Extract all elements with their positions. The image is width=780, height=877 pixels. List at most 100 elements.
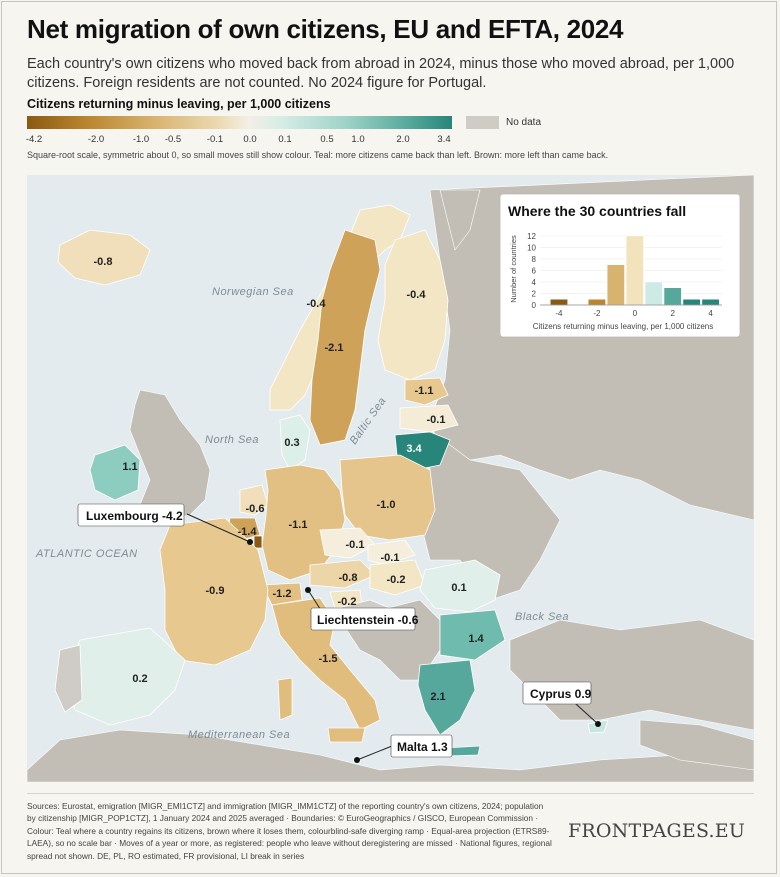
legend-tick: -4.2 bbox=[25, 134, 43, 145]
country-poland bbox=[339, 454, 436, 541]
country-latvia bbox=[399, 404, 459, 433]
country-iceland bbox=[57, 229, 151, 286]
histogram-y-tick: 10 bbox=[527, 243, 536, 252]
histogram-x-tick: -4 bbox=[555, 309, 563, 318]
country-netherlands bbox=[239, 484, 269, 516]
histogram-bar bbox=[606, 264, 625, 306]
legend-tick: -0.1 bbox=[206, 134, 224, 145]
histogram-bar bbox=[550, 298, 568, 306]
country-france bbox=[159, 517, 269, 666]
callout-dot-luxembourg bbox=[247, 539, 253, 545]
histogram-bar bbox=[644, 281, 663, 306]
histogram-x-tick: 4 bbox=[708, 309, 713, 318]
value-label-bulgaria: 1.4 bbox=[468, 633, 484, 645]
legend-tick: -0.5 bbox=[164, 134, 182, 145]
country-bulgaria bbox=[439, 609, 506, 661]
value-label-czechia: -0.1 bbox=[346, 539, 365, 551]
country-sicily bbox=[327, 727, 366, 743]
histogram-y-tick: 6 bbox=[532, 266, 537, 275]
callout-label-malta: Malta 1.3 bbox=[397, 740, 448, 754]
histogram-x-tick: 2 bbox=[670, 309, 675, 318]
legend-tick: 0.5 bbox=[320, 134, 334, 145]
sea-label: Norwegian Sea bbox=[212, 286, 294, 298]
land-africa bbox=[27, 729, 754, 782]
callout-dot-cyprus bbox=[595, 721, 601, 727]
callout-label-cyprus: Cyprus 0.9 bbox=[530, 687, 592, 701]
value-label-greece: 2.1 bbox=[430, 691, 445, 703]
callout-box-cyprus bbox=[522, 681, 592, 705]
value-label-france: -0.9 bbox=[206, 585, 225, 597]
callout-box-malta bbox=[390, 734, 453, 758]
country-sweden bbox=[309, 229, 381, 446]
callout-leader-malta bbox=[356, 745, 393, 761]
histogram-bar bbox=[587, 298, 606, 306]
country-romania bbox=[419, 559, 501, 613]
inset-title: Where the 30 countries fall bbox=[508, 203, 686, 219]
country-luxembourg bbox=[253, 535, 263, 549]
country-hungary bbox=[369, 559, 426, 596]
value-label-spain: 0.2 bbox=[132, 673, 147, 685]
sea-label: Black Sea bbox=[515, 611, 569, 623]
histogram-plot: 0 2 4 6 8 10 12 -4 -2 0 2 4 Number of countries Citiz… bbox=[509, 232, 722, 331]
value-label-finland: -0.4 bbox=[407, 289, 427, 301]
histogram-bar bbox=[701, 298, 720, 306]
callout-dot-liechtenstein bbox=[305, 587, 311, 593]
value-label-poland: -1.0 bbox=[377, 499, 396, 511]
sea-label: North Sea bbox=[205, 434, 259, 446]
legend-nodata-label: No data bbox=[506, 117, 542, 128]
country-portugal bbox=[54, 644, 83, 713]
legend-tick: 0.1 bbox=[278, 134, 292, 145]
value-label-switzerland: -1.2 bbox=[273, 588, 292, 600]
country-austria bbox=[309, 559, 376, 589]
callout-label-liechtenstein: Liechtenstein -0.6 bbox=[317, 613, 419, 627]
legend-tick: 1.0 bbox=[351, 134, 365, 145]
sea-label: Mediterranean Sea bbox=[188, 729, 290, 741]
value-label-slovakia: -0.1 bbox=[381, 552, 400, 564]
value-label-slovenia: -0.2 bbox=[338, 596, 357, 608]
value-label-estonia: -1.1 bbox=[415, 385, 434, 397]
legend-note: Square-root scale, symmetric about 0, so… bbox=[27, 150, 609, 160]
page-title: Net migration of own citizens, EU and EF… bbox=[27, 14, 624, 44]
legend-tick: -2.0 bbox=[87, 134, 105, 145]
country-ireland bbox=[89, 444, 141, 501]
histogram-y-label: Number of countries bbox=[509, 235, 518, 303]
histogram-bar bbox=[682, 298, 701, 306]
country-czechia bbox=[319, 527, 376, 559]
brand-logo: FRONTPAGES.EU bbox=[568, 820, 746, 842]
value-label-lithuania: 3.4 bbox=[406, 443, 422, 455]
legend-color-ramp bbox=[27, 116, 452, 129]
histogram-x-tick: -2 bbox=[593, 309, 601, 318]
value-label-germany: -1.1 bbox=[289, 519, 308, 531]
histogram-bar bbox=[663, 287, 682, 306]
country-sardinia bbox=[277, 677, 293, 721]
histogram-y-tick: 0 bbox=[532, 301, 537, 310]
country-switzerland bbox=[261, 582, 303, 606]
land-kola bbox=[439, 189, 481, 251]
land-middle-east bbox=[639, 719, 754, 771]
histogram-y-tick: 8 bbox=[532, 255, 537, 264]
sources-text: Sources: Eurostat, emigration [MIGR_EMI1… bbox=[27, 801, 552, 861]
divider bbox=[27, 793, 754, 794]
country-estonia bbox=[404, 377, 449, 406]
value-label-austria: -0.8 bbox=[339, 572, 358, 584]
country-denmark bbox=[279, 414, 311, 471]
histogram-bar bbox=[625, 235, 644, 306]
map-svg: Norwegian Sea North Sea Baltic Sea ATLAN… bbox=[27, 175, 754, 782]
legend-tick: 3.4 bbox=[437, 134, 451, 145]
value-label-sweden: -2.1 bbox=[325, 342, 344, 354]
legend-nodata-swatch bbox=[466, 116, 499, 129]
callout-box-liechtenstein bbox=[310, 607, 416, 631]
value-label-denmark: 0.3 bbox=[284, 437, 299, 449]
inset-histogram: Where the 30 countries fall 0 2 4 6 8 10 12 -4 -… bbox=[499, 193, 741, 338]
legend-title: Citizens returning minus leaving, per 1,… bbox=[27, 97, 331, 111]
legend-tick: 0.0 bbox=[243, 134, 257, 145]
legend-tick: 2.0 bbox=[396, 134, 410, 145]
callout-leader-luxembourg bbox=[186, 513, 251, 543]
value-label-hungary: -0.2 bbox=[387, 574, 406, 586]
subtitle: Each country's own citizens who moved ba… bbox=[27, 56, 735, 91]
histogram-y-tick: 4 bbox=[532, 278, 537, 287]
histogram-y-tick: 2 bbox=[532, 289, 537, 298]
value-label-belgium: -1.4 bbox=[238, 526, 258, 538]
map: Norwegian Sea North Sea Baltic Sea ATLAN… bbox=[27, 175, 754, 782]
value-label-italy: -1.5 bbox=[319, 653, 338, 665]
